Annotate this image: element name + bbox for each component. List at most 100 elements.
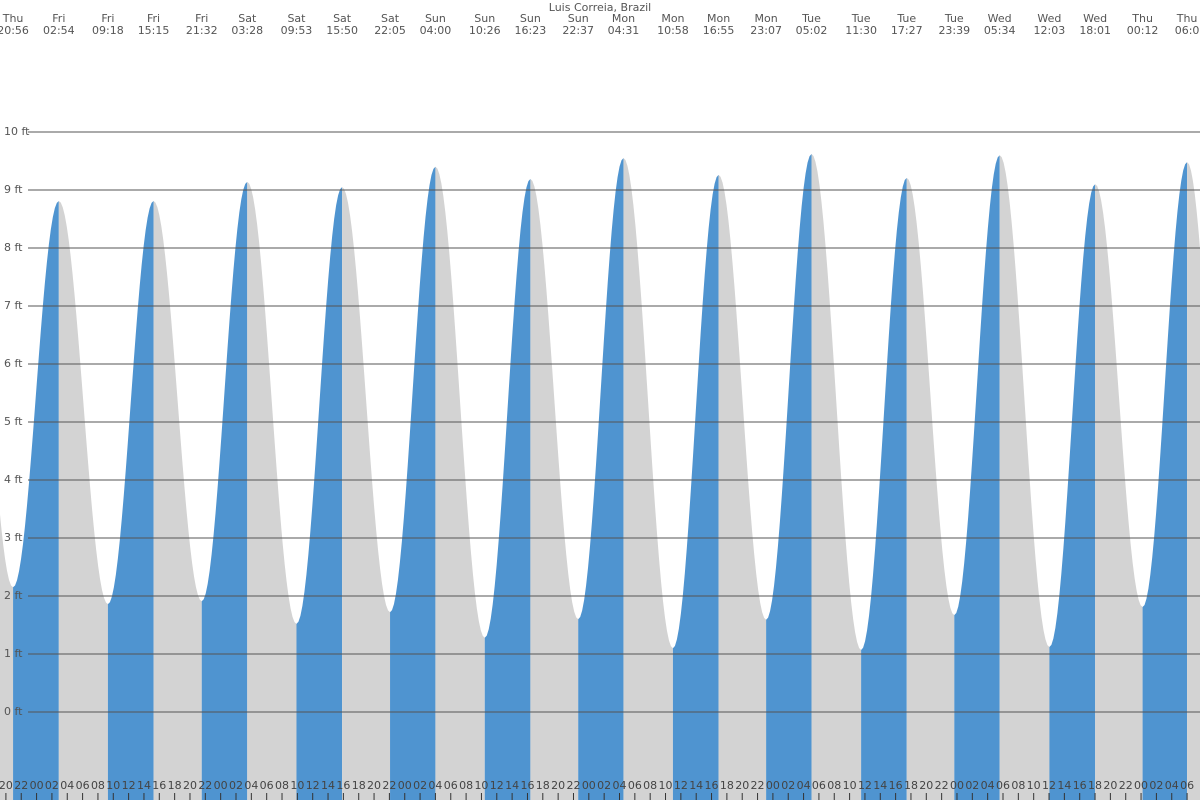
tide-area (13, 201, 59, 800)
extreme-day: Sat (333, 12, 352, 25)
hour-label: 08 (1011, 779, 1025, 792)
extreme-day: Thu (1176, 12, 1198, 25)
tide-area (0, 514, 14, 800)
hour-label: 20 (919, 779, 933, 792)
extreme-time: 00:12 (1127, 24, 1159, 37)
extreme-day: Tue (851, 12, 871, 25)
hour-label: 20 (735, 779, 749, 792)
hour-label: 00 (950, 779, 964, 792)
y-tick-label: 5 ft (4, 415, 23, 428)
tide-area (342, 187, 391, 800)
extreme-time: 23:39 (938, 24, 970, 37)
hour-label: 18 (1088, 779, 1102, 792)
extreme-day: Fri (195, 12, 208, 25)
y-tick-label: 0 ft (4, 705, 23, 718)
extreme-day: Wed (1083, 12, 1107, 25)
hour-label: 08 (91, 779, 105, 792)
hour-label: 00 (30, 779, 44, 792)
hour-label: 12 (122, 779, 136, 792)
hour-label: 18 (720, 779, 734, 792)
areas (0, 154, 1200, 800)
hour-label: 20 (183, 779, 197, 792)
hour-label: 06 (76, 779, 90, 792)
hour-label: 06 (1180, 779, 1194, 792)
extreme-time: 17:27 (891, 24, 923, 37)
extreme-time: 10:58 (657, 24, 689, 37)
hour-label: 12 (858, 779, 872, 792)
extreme-day: Thu (2, 12, 24, 25)
extreme-time: 16:55 (703, 24, 735, 37)
hour-label: 22 (382, 779, 396, 792)
tide-area (247, 181, 297, 800)
hour-label: 16 (889, 779, 903, 792)
tide-area (1049, 184, 1096, 800)
tide-area (623, 158, 673, 800)
hour-label: 00 (582, 779, 596, 792)
extreme-time: 22:05 (374, 24, 406, 37)
y-tick-label: 1 ft (4, 647, 23, 660)
hour-label: 04 (60, 779, 74, 792)
hour-label: 10 (290, 779, 304, 792)
extreme-day: Wed (988, 12, 1012, 25)
hour-label: 00 (214, 779, 228, 792)
hour-label: 06 (812, 779, 826, 792)
extreme-day: Wed (1037, 12, 1061, 25)
extreme-day: Tue (801, 12, 821, 25)
extreme-day: Mon (707, 12, 730, 25)
hour-label: 20 (367, 779, 381, 792)
hour-label: 22 (1119, 779, 1133, 792)
hour-label: 08 (643, 779, 657, 792)
tide-area (861, 177, 907, 800)
hour-label: 18 (904, 779, 918, 792)
hour-label: 06 (260, 779, 274, 792)
tide-area (1142, 162, 1188, 800)
hour-label: 22 (566, 779, 580, 792)
tide-area (390, 166, 436, 800)
extreme-day: Sun (474, 12, 495, 25)
y-tick-label: 2 ft (4, 589, 23, 602)
extreme-day: Fri (101, 12, 114, 25)
extreme-day: Mon (661, 12, 684, 25)
hour-label: 00 (398, 779, 412, 792)
hour-label: 02 (781, 779, 795, 792)
extreme-time: 09:18 (92, 24, 124, 37)
tide-area (1187, 162, 1200, 800)
extreme-day: Sun (425, 12, 446, 25)
hour-label: 16 (336, 779, 350, 792)
extreme-time: 23:07 (750, 24, 782, 37)
extreme-day: Thu (1131, 12, 1153, 25)
hour-label: 04 (797, 779, 811, 792)
hour-label: 12 (674, 779, 688, 792)
tide-area (107, 201, 154, 800)
extreme-time: 21:32 (186, 24, 218, 37)
extreme-time: 10:26 (469, 24, 501, 37)
extreme-time: 05:02 (796, 24, 828, 37)
tide-area (435, 166, 485, 800)
extreme-day: Fri (147, 12, 160, 25)
extreme-time: 04:31 (608, 24, 640, 37)
hour-label: 16 (705, 779, 719, 792)
hour-label: 10 (106, 779, 120, 792)
extreme-day: Sat (381, 12, 400, 25)
extreme-day: Sun (520, 12, 541, 25)
hour-label: 00 (1134, 779, 1148, 792)
hour-label: 10 (1027, 779, 1041, 792)
y-tick-label: 9 ft (4, 183, 23, 196)
y-tick-label: 4 ft (4, 473, 23, 486)
tide-area (578, 158, 624, 800)
extreme-day: Tue (944, 12, 964, 25)
extreme-time: 20:56 (0, 24, 29, 37)
hour-label: 10 (659, 779, 673, 792)
tide-area (1095, 184, 1143, 800)
extreme-time: 15:50 (326, 24, 358, 37)
y-tick-label: 10 ft (4, 125, 30, 138)
tide-area (201, 181, 248, 800)
tide-area (530, 178, 579, 800)
hour-label: 20 (1103, 779, 1117, 792)
hour-label: 22 (14, 779, 28, 792)
extreme-time: 11:30 (845, 24, 877, 37)
hour-label: 02 (45, 779, 59, 792)
extreme-time: 12:03 (1034, 24, 1066, 37)
hour-label: 22 (935, 779, 949, 792)
